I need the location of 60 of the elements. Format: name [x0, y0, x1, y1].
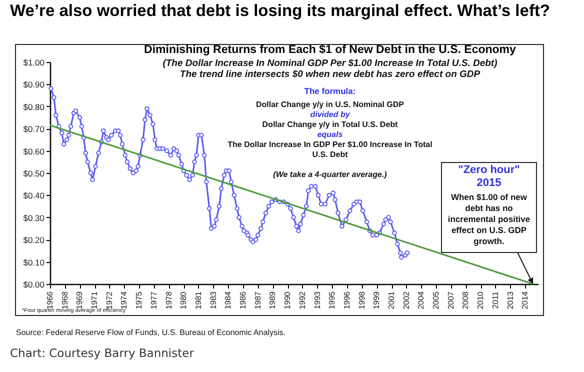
- y-tick-label: $0.50: [23, 168, 45, 178]
- y-tick-label: $0.90: [23, 80, 45, 90]
- x-tick-label: 1972: [104, 290, 114, 310]
- y-tick-label: $0.80: [23, 102, 45, 112]
- x-tick-label: 1990: [283, 290, 292, 310]
- x-tick-label: 1968: [60, 290, 70, 310]
- x-tick-label: 2001: [387, 290, 396, 310]
- x-tick-label: 1996: [342, 290, 352, 310]
- x-tick-label: 1978: [164, 290, 174, 310]
- y-tick-label: $0.70: [23, 124, 45, 134]
- annotation: Dollar Change y/y in Total U.S. Debt: [261, 120, 399, 129]
- x-tick-label: 1969: [75, 290, 84, 310]
- y-tick-label: $0.10: [23, 257, 45, 268]
- x-tick-label: 1992: [298, 290, 307, 310]
- annotation: (We take a 4-quarter average.): [273, 170, 387, 179]
- x-tick-label: 2010: [476, 290, 486, 310]
- x-tick-label: 2014: [520, 290, 530, 310]
- y-tick-label: $0.00: [23, 280, 45, 290]
- y-tick-label: $0.60: [23, 146, 45, 156]
- x-tick-label: 1993: [312, 290, 322, 310]
- x-tick-label: 1981: [194, 290, 203, 310]
- x-tick-label: 2011: [490, 290, 500, 309]
- x-tick-label: 1983: [208, 290, 218, 310]
- source-note: Source: Federal Reserve Flow of Funds, U.S. Bureau of Economic Analysis.: [16, 328, 286, 337]
- x-tick-label: 1974: [120, 290, 129, 310]
- x-tick-label: 1999: [372, 290, 382, 310]
- x-tick-label: 1987: [253, 290, 262, 310]
- x-tick-label: 1971: [90, 290, 100, 310]
- y-tick-label: $1.00: [23, 58, 45, 68]
- x-tick-label: 1984: [224, 290, 233, 310]
- x-tick-label: 2004: [416, 290, 426, 310]
- chart-subtitle: Diminishing Returns from Each $1 of New Debt in the U.S. Economy: [143, 44, 517, 56]
- x-tick-label: 1977: [149, 290, 158, 310]
- x-tick-label: 1975: [134, 290, 144, 310]
- annotation: Dollar Change y/y in U.S. Nominal GDP: [254, 100, 406, 109]
- annotation: divided by: [309, 110, 351, 119]
- text: Chart: Courtesy Barry Bannister: [10, 346, 194, 360]
- x-tick-label: 2007: [446, 290, 456, 310]
- x-tick-label: 2013: [506, 290, 515, 310]
- y-tick-label: $0.20: [23, 235, 45, 246]
- x-tick-label: 2002: [402, 290, 411, 310]
- x-tick-label: 1998: [357, 290, 366, 310]
- x-tick-label: 1966: [46, 290, 54, 310]
- x-tick-label: 1989: [268, 290, 278, 310]
- x-tick-label: 2005: [432, 290, 441, 310]
- annotation: The formula:: [303, 86, 357, 96]
- annotation: (The Dollar Increase In Nominal GDP Per $1.00 Increase In Total U.S. Debt): [162, 58, 498, 69]
- annotation: 2015: [476, 177, 502, 189]
- annotation: "Zero hour": [458, 164, 520, 176]
- x-tick-label: 1986: [238, 290, 248, 310]
- annotation: equals: [316, 130, 344, 139]
- annotation: When $1.00 of new debt has no incremental positive effect on U.S. GDP growth.: [446, 192, 532, 247]
- y-tick-label: $0.30: [23, 212, 45, 223]
- x-tick-label: 1995: [328, 290, 337, 310]
- x-tick-label: 1980: [179, 290, 188, 310]
- chart-title: We’re also worried that debt is losing its marginal effect. What’s left?: [10, 2, 550, 21]
- x-tick-label: 2008: [461, 290, 470, 310]
- y-tick-label: $0.40: [23, 190, 45, 201]
- annotation: The trend line intersects $0 when new debt has zero effect on GDP: [178, 69, 482, 80]
- annotation: The Dollar Increase In GDP Per $1.00 Increase In Total U.S. Debt: [226, 140, 434, 160]
